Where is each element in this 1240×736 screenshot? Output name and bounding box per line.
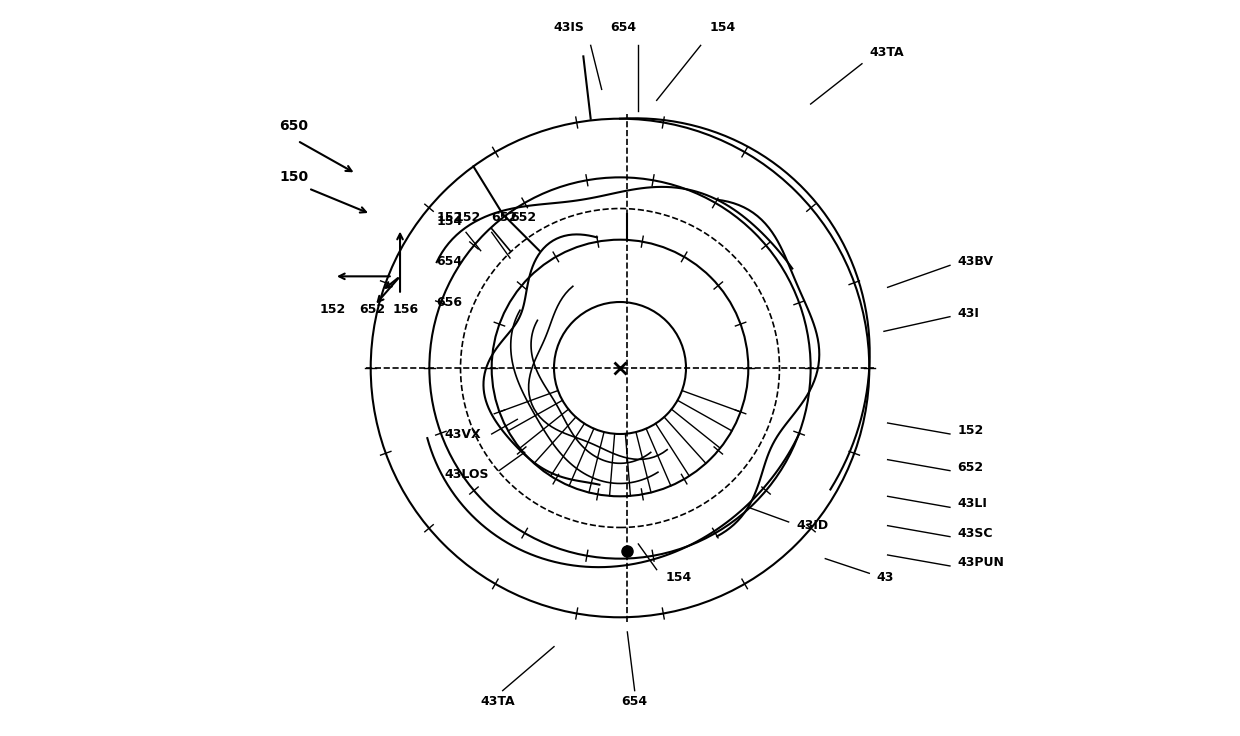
- Text: 43SC: 43SC: [957, 527, 993, 539]
- Text: 43BV: 43BV: [957, 255, 993, 269]
- Text: 43PUN: 43PUN: [957, 556, 1004, 569]
- Text: 43IS: 43IS: [553, 21, 584, 34]
- Text: 154: 154: [709, 21, 735, 34]
- Text: 43LI: 43LI: [957, 498, 987, 510]
- Text: 654: 654: [436, 255, 463, 269]
- Text: 652: 652: [510, 211, 536, 224]
- Text: 652: 652: [492, 211, 518, 224]
- Text: 654: 654: [621, 696, 647, 708]
- Text: 43LOS: 43LOS: [444, 468, 489, 481]
- Text: 150: 150: [279, 170, 309, 184]
- Text: 43: 43: [877, 570, 894, 584]
- Text: 652: 652: [957, 461, 983, 474]
- Text: 43TA: 43TA: [481, 696, 516, 708]
- Text: 650: 650: [279, 118, 308, 132]
- Text: 43ID: 43ID: [796, 520, 828, 532]
- Text: 656: 656: [436, 296, 463, 308]
- Text: 43TA: 43TA: [869, 46, 904, 60]
- Text: 154: 154: [666, 570, 692, 584]
- Text: 152: 152: [957, 424, 983, 437]
- Text: 152: 152: [436, 211, 463, 224]
- Text: 652: 652: [360, 303, 386, 316]
- Text: 156: 156: [393, 303, 419, 316]
- Text: 152: 152: [454, 211, 481, 224]
- Text: 154: 154: [436, 215, 463, 228]
- Text: 152: 152: [320, 303, 346, 316]
- Text: 43I: 43I: [957, 307, 980, 319]
- Text: 654: 654: [610, 21, 636, 34]
- Text: 43VX: 43VX: [444, 428, 481, 441]
